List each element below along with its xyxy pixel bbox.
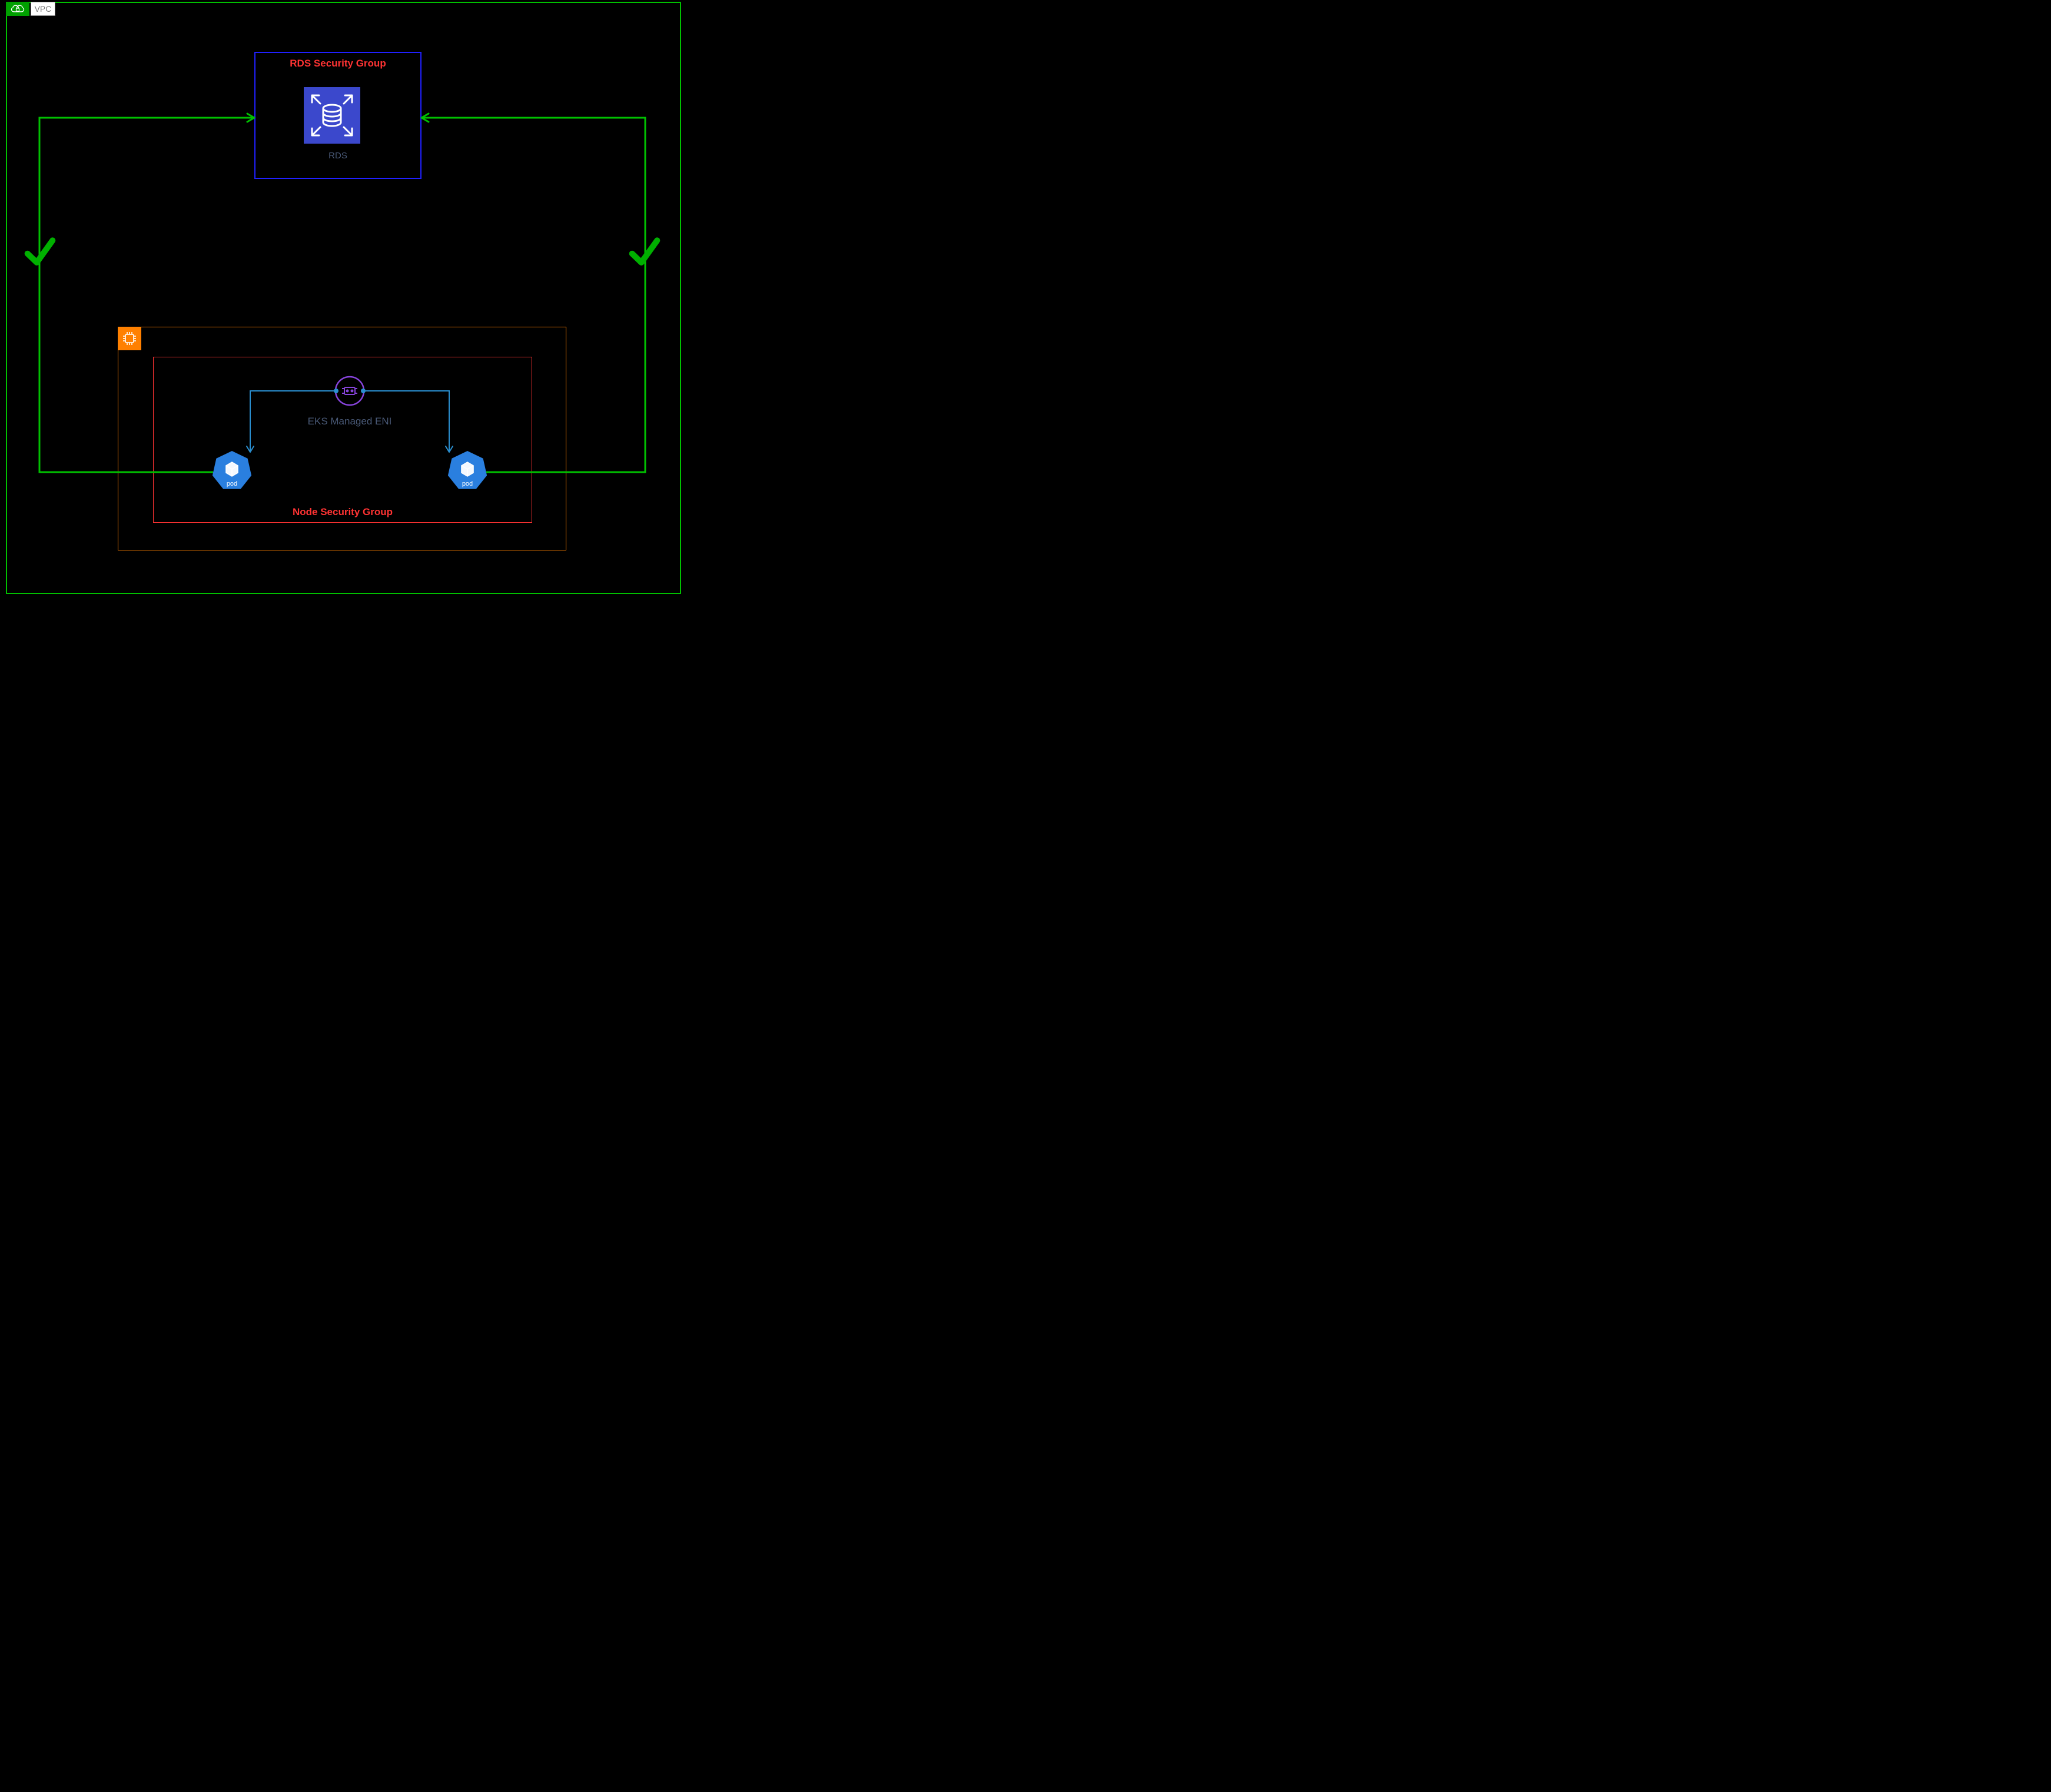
vpc-label-text: VPC — [35, 4, 52, 14]
vpc-cloud-icon — [6, 2, 29, 16]
pod-left-label: pod — [214, 480, 250, 487]
rds-icon — [304, 87, 360, 144]
eni-label: EKS Managed ENI — [253, 416, 446, 427]
node-security-group-container — [153, 357, 532, 523]
node-security-group-title: Node Security Group — [153, 506, 532, 518]
vpc-label: VPC — [31, 2, 55, 16]
compute-chip-icon — [118, 327, 141, 350]
rds-security-group-title: RDS Security Group — [254, 58, 422, 69]
rds-label: RDS — [254, 151, 422, 161]
diagram-canvas: VPC RDS Security Group RDS — [0, 0, 683, 598]
pod-right-label: pod — [450, 480, 485, 487]
